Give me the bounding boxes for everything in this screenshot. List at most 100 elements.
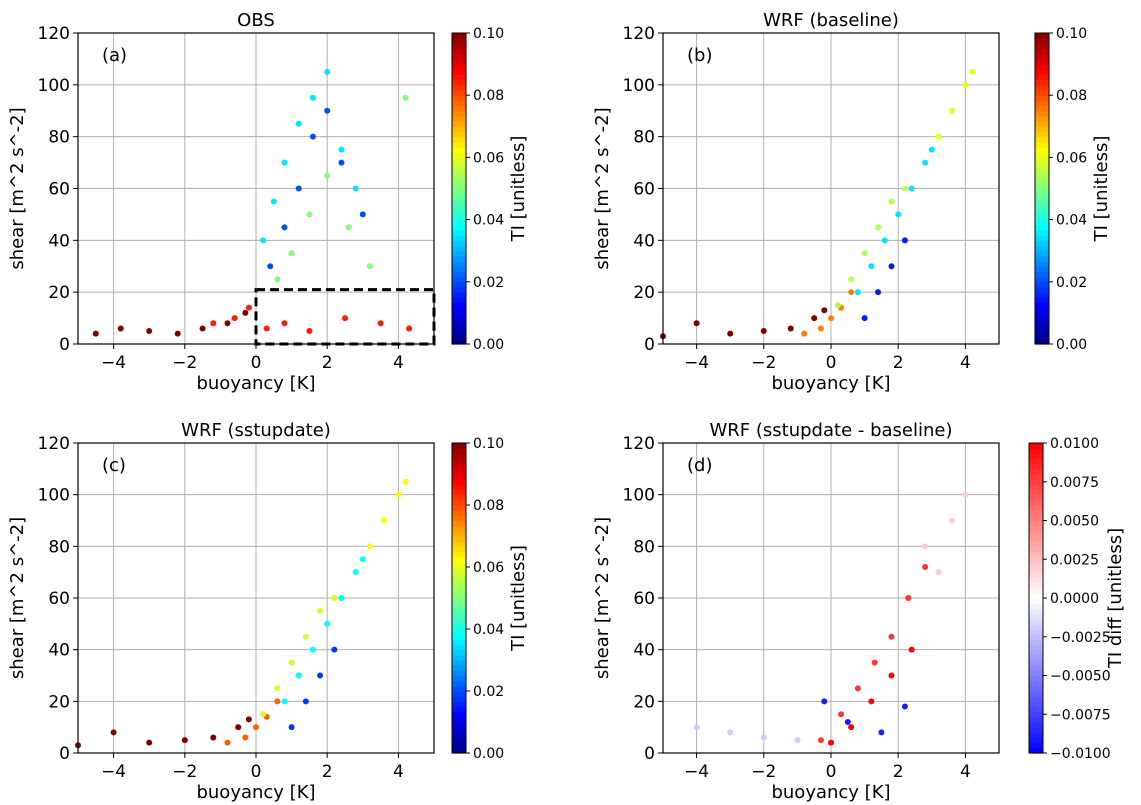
colorbar-segment	[1035, 209, 1049, 216]
colorbar-segment	[452, 167, 466, 174]
colorbar-segment	[452, 716, 466, 723]
data-point	[302, 633, 309, 640]
data-point	[146, 739, 153, 746]
colorbar-segment	[452, 312, 466, 319]
data-point	[267, 263, 274, 270]
colorbar-segment	[452, 219, 466, 226]
data-point	[787, 325, 794, 332]
data-point	[260, 711, 267, 718]
colorbar-segment	[452, 147, 466, 153]
colorbar-segment	[452, 582, 466, 589]
colorbar-segment	[1029, 541, 1043, 547]
colorbar-segment	[452, 250, 466, 257]
data-point	[406, 325, 413, 332]
y-tick-label: 100	[623, 486, 655, 506]
colorbar-tick-label: −0.0050	[1050, 669, 1111, 685]
y-tick-label: 40	[633, 231, 655, 251]
y-tick-label: 40	[633, 641, 655, 661]
data-point	[270, 198, 277, 205]
colorbar-segment	[452, 499, 466, 506]
colorbar-tick-label: 0.00	[473, 337, 504, 353]
colorbar-segment	[1035, 95, 1049, 101]
data-point	[253, 724, 259, 731]
colorbar-segment	[452, 520, 466, 527]
colorbar-tick-label: 0.06	[473, 150, 504, 166]
y-tick-label: 0	[59, 744, 70, 764]
colorbar-segment	[452, 281, 466, 288]
colorbar-segment	[452, 737, 466, 744]
data-point	[295, 672, 302, 679]
colorbar-segment	[1029, 587, 1043, 594]
colorbar-tick-label: 0.04	[473, 213, 504, 229]
colorbar-segment	[452, 255, 466, 262]
colorbar-segment	[1029, 737, 1043, 744]
data-point	[875, 224, 882, 231]
data-point	[821, 307, 828, 314]
colorbar-segment	[1035, 38, 1049, 44]
colorbar-segment	[1029, 675, 1043, 682]
colorbar-segment	[452, 235, 466, 241]
colorbar-segment	[452, 266, 466, 273]
colorbar-segment	[452, 696, 466, 702]
x-tick-label: −2	[172, 353, 197, 373]
y-axis-label: shear [m^2 s^-2]	[7, 517, 28, 679]
data-point	[345, 224, 352, 231]
colorbar-segment	[452, 525, 466, 532]
data-point	[905, 595, 912, 601]
x-tick-label: 2	[893, 762, 904, 782]
colorbar-tick-label: 0.06	[473, 560, 504, 576]
data-point	[306, 211, 313, 218]
data-point	[908, 646, 915, 653]
y-tick-label: 120	[38, 434, 70, 454]
colorbar-segment	[452, 209, 466, 216]
colorbar-segment	[1035, 141, 1049, 148]
colorbar-segment	[452, 297, 466, 304]
data-point	[817, 325, 824, 332]
colorbar-segment	[1029, 525, 1043, 532]
colorbar-segment	[1035, 198, 1049, 205]
colorbar-segment	[452, 577, 466, 584]
colorbar-segment	[1029, 742, 1043, 749]
colorbar-segment	[1035, 131, 1049, 138]
scatter-points	[660, 68, 976, 340]
data-point	[117, 325, 124, 332]
y-tick-label: 80	[633, 128, 655, 148]
colorbar-segment	[1035, 147, 1049, 153]
colorbar-segment	[452, 505, 466, 511]
colorbar-segment	[1035, 312, 1049, 319]
colorbar-segment	[1035, 333, 1049, 340]
data-point	[295, 185, 302, 192]
colorbar-segment	[1035, 105, 1049, 112]
data-point	[901, 237, 908, 244]
x-tick-label: 0	[251, 353, 262, 373]
data-point	[901, 703, 908, 710]
colorbar-segment	[452, 670, 466, 677]
colorbar-segment	[452, 613, 466, 620]
colorbar-segment	[452, 131, 466, 138]
colorbar-tick-label: 0.08	[473, 498, 504, 514]
data-point	[281, 159, 288, 166]
colorbar-segment	[452, 100, 466, 107]
colorbar-segment	[1035, 69, 1049, 76]
y-tick-label: 60	[633, 589, 655, 609]
colorbar-tick-label: 0.00	[473, 746, 504, 762]
colorbar-segment	[452, 69, 466, 76]
data-point	[848, 276, 855, 283]
data-point	[395, 491, 402, 498]
colorbar-segment	[1029, 536, 1043, 542]
colorbar-segment	[452, 240, 466, 247]
x-tick-label: 2	[322, 762, 333, 782]
data-point	[871, 659, 878, 666]
colorbar-segment	[1035, 121, 1049, 127]
colorbar-segment	[452, 675, 466, 682]
data-point	[245, 304, 252, 311]
colorbar-segment	[1035, 235, 1049, 241]
colorbar-segment	[1035, 204, 1049, 210]
data-point	[224, 320, 231, 327]
colorbar-segment	[1029, 551, 1043, 558]
colorbar-segment	[452, 193, 466, 200]
colorbar-tick-label: 0.08	[1056, 88, 1087, 104]
colorbar-segment	[1029, 448, 1043, 454]
x-tick-label: −4	[101, 762, 126, 782]
data-point	[935, 569, 942, 576]
